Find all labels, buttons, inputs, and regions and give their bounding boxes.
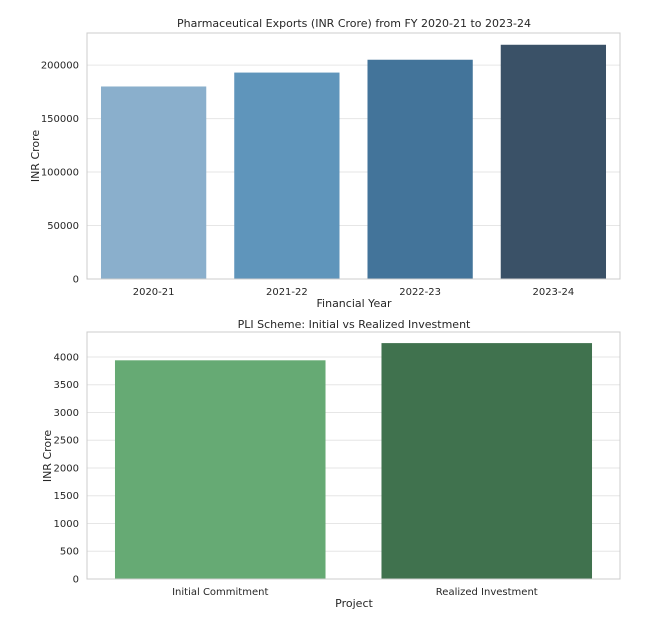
bar (500, 44, 607, 280)
bars (114, 343, 593, 579)
y-tick-label: 500 (60, 547, 79, 558)
x-axis-label: Financial Year (317, 297, 392, 310)
x-tick-label: 2022-23 (399, 287, 441, 298)
bar (381, 343, 593, 579)
x-tick-label: 2021-22 (266, 287, 308, 298)
bar (367, 59, 473, 279)
y-tick-labels: 0 50000 100000 150000 200000 (41, 61, 79, 286)
x-tick-label: Realized Investment (436, 587, 538, 598)
x-axis-label: Project (335, 597, 373, 610)
y-tick-label: 0 (73, 575, 79, 586)
y-tick-label: 2000 (54, 463, 79, 474)
y-tick-label: 100000 (41, 168, 79, 179)
y-tick-label: 3500 (54, 380, 79, 391)
x-tick-label: 2020-21 (133, 287, 175, 298)
y-axis-label: INR Crore (41, 430, 54, 483)
y-tick-label: 4000 (54, 352, 79, 363)
y-axis-label: INR Crore (29, 130, 42, 183)
y-tick-label: 1500 (54, 491, 79, 502)
exports-chart: Pharmaceutical Exports (INR Crore) from … (29, 17, 621, 310)
x-tick-label: Initial Commitment (172, 587, 268, 598)
x-tick-labels: Initial Commitment Realized Investment (172, 587, 538, 598)
x-tick-labels: 2020-21 2021-22 2022-23 2023-24 (133, 287, 575, 298)
chart-title: Pharmaceutical Exports (INR Crore) from … (177, 17, 531, 30)
bar (100, 86, 207, 279)
pli-chart: PLI Scheme: Initial vs Realized Investme… (41, 318, 621, 610)
plot-frame (86, 331, 621, 580)
bars (100, 44, 607, 280)
plot-frame (86, 32, 621, 280)
y-tick-label: 200000 (41, 61, 79, 72)
y-tick-label: 150000 (41, 114, 79, 125)
bar (114, 360, 326, 579)
y-tick-label: 50000 (47, 221, 79, 232)
y-tick-labels: 0 500 1000 1500 2000 2500 3000 3500 4000 (54, 352, 79, 585)
chart-title: PLI Scheme: Initial vs Realized Investme… (238, 318, 471, 331)
x-tick-label: 2023-24 (532, 287, 574, 298)
y-tick-label: 2500 (54, 436, 79, 447)
y-tick-label: 0 (73, 275, 79, 286)
bar (234, 72, 340, 279)
y-tick-label: 1000 (54, 519, 79, 530)
y-tick-label: 3000 (54, 408, 79, 419)
